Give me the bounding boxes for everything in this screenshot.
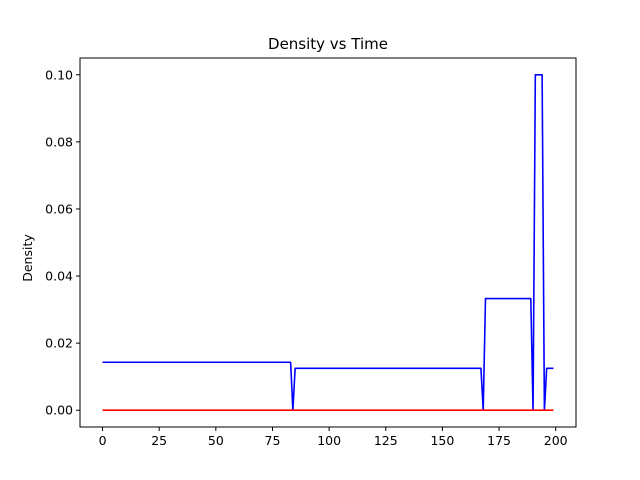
y-tick-label-1: 0.02 [45, 336, 73, 351]
series-line-0 [102, 73, 554, 412]
x-tick-label-8: 200 [544, 433, 568, 448]
y-tick-label-5: 0.10 [45, 67, 73, 82]
y-tick-label-3: 0.06 [45, 201, 73, 216]
plot-frame [79, 57, 577, 428]
y-axis-label: Density [20, 234, 35, 282]
chart-title: Density vs Time [268, 35, 388, 53]
y-tick-label-4: 0.08 [45, 134, 73, 149]
x-tick-label-1: 25 [151, 433, 167, 448]
x-tick-label-2: 50 [208, 433, 224, 448]
x-tick-label-7: 175 [487, 433, 511, 448]
y-tick-label-2: 0.04 [45, 269, 73, 284]
x-tick-label-3: 75 [265, 433, 281, 448]
plot-area [102, 73, 554, 412]
x-tick-label-0: 0 [99, 433, 107, 448]
y-axis: 0.00 0.02 0.04 0.06 0.08 0.10 [45, 67, 80, 418]
x-tick-label-6: 150 [430, 433, 454, 448]
x-axis: 0 25 50 75 100 125 150 175 200 [99, 427, 568, 448]
x-tick-label-5: 125 [374, 433, 398, 448]
y-tick-label-0: 0.00 [45, 403, 73, 418]
x-tick-label-4: 100 [317, 433, 341, 448]
